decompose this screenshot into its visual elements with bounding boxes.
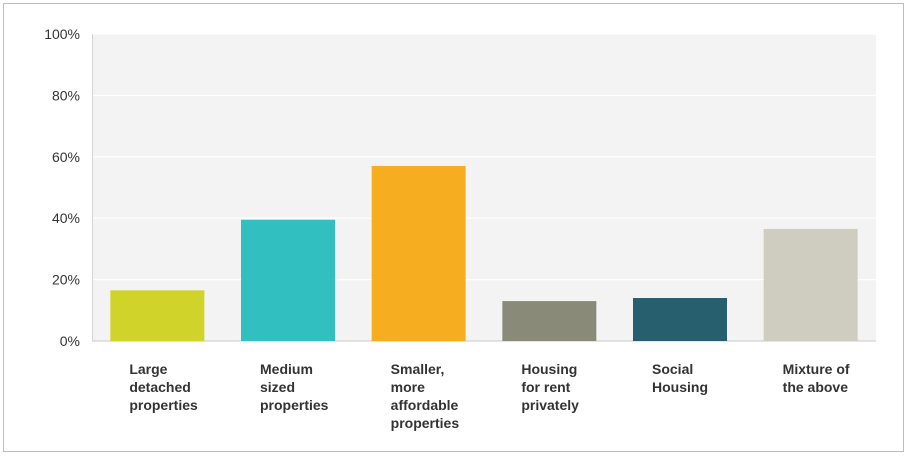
- x-tick-label: Housing for rent privately: [521, 361, 579, 413]
- y-tick-label: 100%: [44, 26, 80, 42]
- y-tick-label: 20%: [52, 272, 80, 288]
- x-tick-label: Social Housing: [652, 361, 708, 395]
- chart-frame: 0% 20% 40% 60% 80% 100% Large detached properti…: [3, 3, 904, 452]
- x-tick-label: Mixture of the above: [783, 361, 850, 395]
- plot-background: [92, 34, 876, 341]
- bar: [502, 301, 597, 341]
- bar: [241, 219, 335, 341]
- y-tick-label: 0%: [60, 333, 80, 349]
- y-tick-label: 60%: [52, 149, 80, 165]
- y-tick-label: 80%: [52, 87, 80, 103]
- bar: [371, 166, 466, 341]
- bar: [763, 228, 858, 341]
- y-tick-label: 40%: [52, 210, 80, 226]
- x-tick-label: Large detached properties: [129, 361, 198, 413]
- bar: [110, 290, 205, 341]
- bar: [633, 298, 727, 341]
- x-tick-label: Medium sized properties: [260, 361, 329, 413]
- x-tick-label: Smaller, more affordable properties: [391, 361, 460, 431]
- bar-chart: 0% 20% 40% 60% 80% 100% Large detached properti…: [44, 26, 876, 431]
